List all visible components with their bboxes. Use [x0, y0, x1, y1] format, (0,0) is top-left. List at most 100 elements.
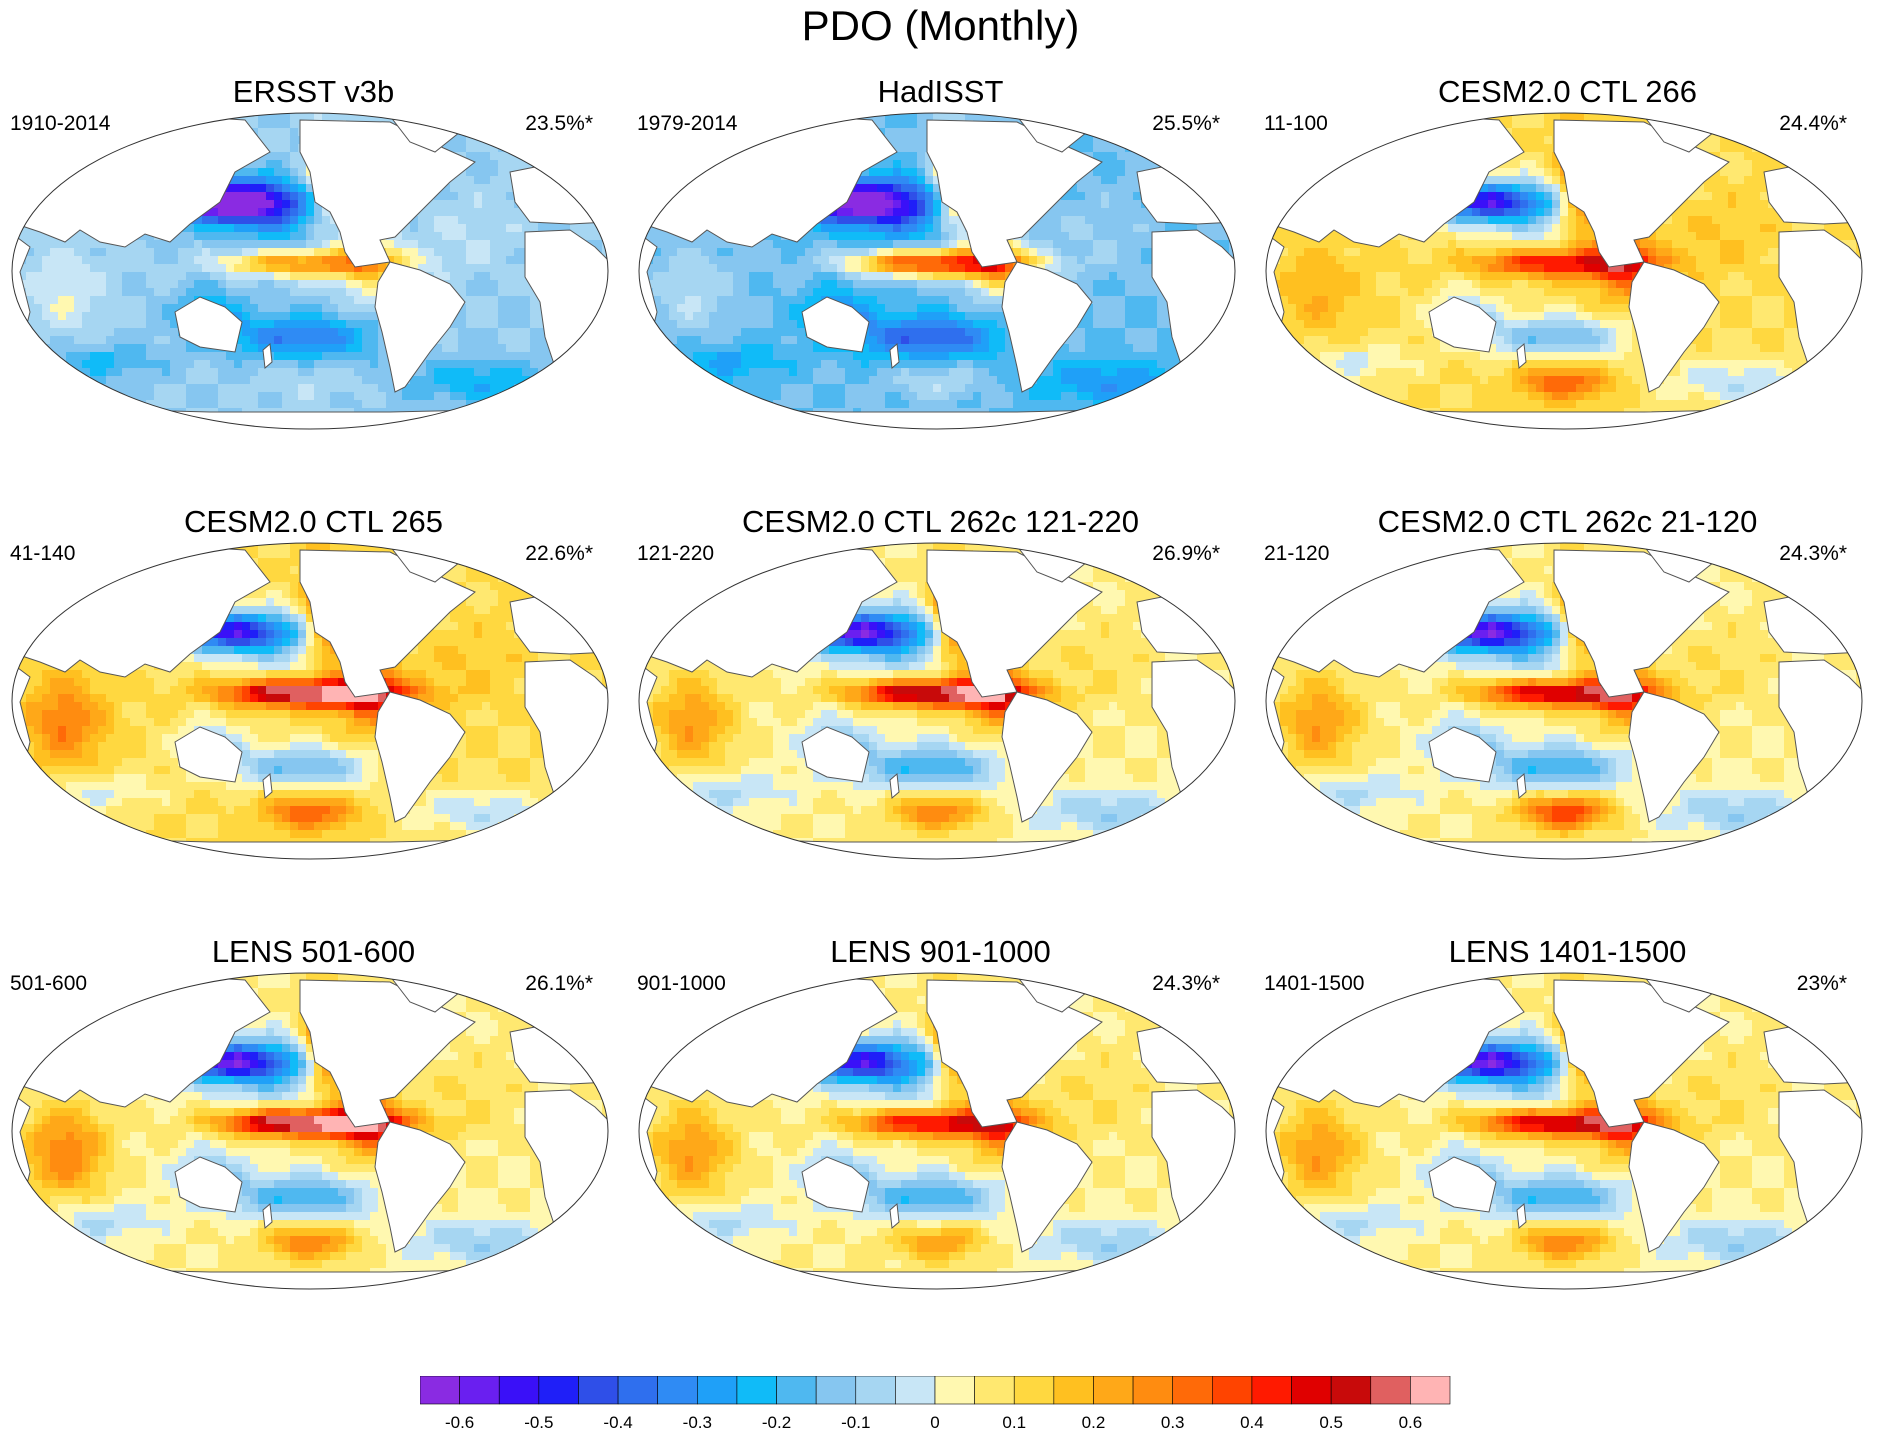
- colorbar-swatch: [776, 1376, 817, 1405]
- land-south: [1001, 1121, 1093, 1253]
- map-outline: [1265, 972, 1863, 1290]
- map-panel: CESM2.0 CTL 266 11-100 24.4%*: [1254, 0, 1881, 430]
- land-south: [1628, 261, 1720, 393]
- colorbar-swatch: [1251, 1376, 1292, 1405]
- sst-field: [1266, 543, 1862, 859]
- panel-variance-explained: 23.5%*: [525, 113, 593, 134]
- land-america: [926, 549, 1103, 698]
- land-australia: [1428, 1156, 1497, 1213]
- colorbar-swatch: [1370, 1376, 1411, 1405]
- panel-title: CESM2.0 CTL 266: [1254, 76, 1881, 107]
- map-outline: [11, 112, 609, 430]
- colorbar-tick-label: -0.3: [683, 1413, 712, 1432]
- sst-field: [639, 973, 1235, 1289]
- colorbar-tick-label: -0.4: [603, 1413, 632, 1432]
- colorbar-tick-label: -0.1: [841, 1413, 870, 1432]
- panel-period: 41-140: [10, 543, 75, 564]
- map-outline: [1265, 112, 1863, 430]
- colorbar-tick-label: -0.5: [524, 1413, 553, 1432]
- sst-map: [1265, 542, 1863, 860]
- colorbar-swatch: [657, 1376, 698, 1405]
- land-australia: [1428, 726, 1497, 783]
- panel-period: 1401-1500: [1264, 973, 1364, 994]
- colorbar-swatch: [538, 1376, 579, 1405]
- colorbar-swatch: [1172, 1376, 1213, 1405]
- panel-variance-explained: 23%*: [1797, 973, 1847, 994]
- panel-variance-explained: 22.6%*: [525, 543, 593, 564]
- land-south: [1001, 691, 1093, 823]
- colorbar-swatch: [459, 1376, 500, 1405]
- land-south: [1001, 261, 1093, 393]
- map-outline: [638, 542, 1236, 860]
- colorbar: -0.6 -0.5 -0.4 -0.3 -0.2 -0.1 0 0.1 0.2 0.3 0.4 0.5…: [420, 1376, 1451, 1432]
- panel-title: LENS 1401-1500: [1254, 936, 1881, 967]
- sst-map: [11, 542, 609, 860]
- land-nz: [1516, 1203, 1527, 1229]
- land-australia: [1428, 296, 1497, 353]
- panel-period: 21-120: [1264, 543, 1329, 564]
- land-america: [926, 979, 1103, 1128]
- sst-field: [12, 973, 608, 1289]
- land-america: [299, 979, 476, 1128]
- map-outline: [11, 972, 609, 1290]
- panel-variance-explained: 24.3%*: [1152, 973, 1220, 994]
- colorbar-swatch: [498, 1376, 540, 1405]
- land-nz: [262, 343, 273, 369]
- colorbar-swatch: [578, 1376, 619, 1405]
- sst-map: [11, 972, 609, 1290]
- map-panel: LENS 501-600 501-600 26.1%*: [0, 860, 627, 1290]
- panel-period: 11-100: [1264, 113, 1328, 134]
- panel-variance-explained: 24.4%*: [1779, 113, 1847, 134]
- sst-map: [638, 972, 1236, 1290]
- land-nz: [1516, 343, 1527, 369]
- land-nz: [889, 773, 900, 799]
- map-panel: ERSST v3b 1910-2014 23.5%*: [0, 0, 627, 430]
- land-america: [1553, 119, 1730, 268]
- sst-field: [1266, 113, 1862, 429]
- colorbar-swatch: [697, 1376, 738, 1405]
- colorbar-swatch: [420, 1376, 460, 1405]
- land-america: [1553, 979, 1730, 1128]
- panel-period: 1910-2014: [10, 113, 110, 134]
- colorbar-tick-label: 0.2: [1082, 1413, 1106, 1432]
- colorbar-swatch: [895, 1376, 936, 1405]
- land-south: [374, 1121, 466, 1253]
- map-panel: HadISST 1979-2014 25.5%*: [627, 0, 1254, 430]
- panel-title: HadISST: [627, 76, 1254, 107]
- colorbar-swatch: [1212, 1376, 1253, 1405]
- land-australia: [801, 1156, 870, 1213]
- sst-map: [1265, 972, 1863, 1290]
- colorbar-swatch: [1053, 1376, 1094, 1405]
- figure-title: PDO (Monthly): [0, 2, 1881, 50]
- colorbar-swatch: [974, 1376, 1015, 1405]
- colorbar-swatch: [1093, 1376, 1134, 1405]
- panel-period: 121-220: [637, 543, 714, 564]
- sst-map: [638, 112, 1236, 430]
- colorbar-swatch: [736, 1376, 777, 1405]
- land-south: [374, 261, 466, 393]
- colorbar-tick-label: 0: [930, 1413, 939, 1432]
- colorbar-tick-label: -0.2: [762, 1413, 791, 1432]
- land-nz: [1516, 773, 1527, 799]
- colorbar-swatch: [617, 1376, 658, 1405]
- sst-field: [639, 113, 1235, 429]
- map-outline: [638, 972, 1236, 1290]
- land-australia: [174, 1156, 243, 1213]
- map-outline: [1265, 542, 1863, 860]
- colorbar-tick-label: 0.1: [1002, 1413, 1026, 1432]
- land-nz: [889, 1203, 900, 1229]
- colorbar-tick-label: 0.3: [1161, 1413, 1185, 1432]
- sst-map: [638, 542, 1236, 860]
- sst-field: [12, 113, 608, 429]
- panel-title: CESM2.0 CTL 262c 21-120: [1254, 506, 1881, 537]
- sst-map: [1265, 112, 1863, 430]
- panel-title: CESM2.0 CTL 265: [0, 506, 627, 537]
- land-south: [1628, 691, 1720, 823]
- panel-period: 901-1000: [637, 973, 726, 994]
- land-america: [299, 119, 476, 268]
- land-australia: [801, 296, 870, 353]
- map-panel: CESM2.0 CTL 265 41-140 22.6%*: [0, 430, 627, 860]
- land-nz: [262, 1203, 273, 1229]
- panel-variance-explained: 26.1%*: [525, 973, 593, 994]
- map-panel: CESM2.0 CTL 262c 121-220 121-220 26.9%*: [627, 430, 1254, 860]
